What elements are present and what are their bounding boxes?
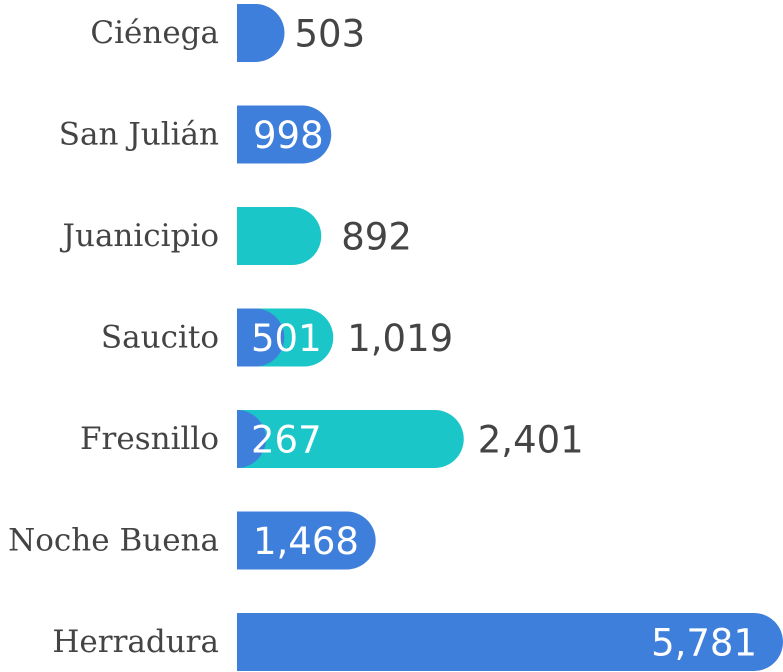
category-label: Herradura (52, 624, 219, 660)
value-label: 2,401 (478, 419, 584, 462)
bar (237, 4, 285, 62)
value-label: 892 (341, 216, 412, 259)
category-label: Juanicipio (60, 218, 219, 254)
category-label: Noche Buena (8, 523, 219, 559)
value-label: 267 (251, 419, 322, 462)
category-label: Saucito (101, 320, 219, 356)
category-label: Ciénega (90, 15, 219, 51)
bar (237, 410, 266, 468)
bar (237, 308, 285, 367)
category-label: San Julián (59, 117, 219, 153)
bar (237, 410, 464, 468)
value-label: 1,468 (253, 520, 359, 563)
category-label: Fresnillo (80, 421, 219, 457)
value-label: 5,781 (651, 622, 757, 665)
bar (237, 105, 332, 164)
bar (237, 511, 376, 570)
value-label: 998 (253, 114, 324, 157)
bar (237, 613, 783, 671)
value-label: 501 (251, 317, 322, 360)
value-label: 1,019 (347, 317, 453, 360)
bar (237, 207, 322, 265)
value-label: 503 (295, 13, 366, 56)
